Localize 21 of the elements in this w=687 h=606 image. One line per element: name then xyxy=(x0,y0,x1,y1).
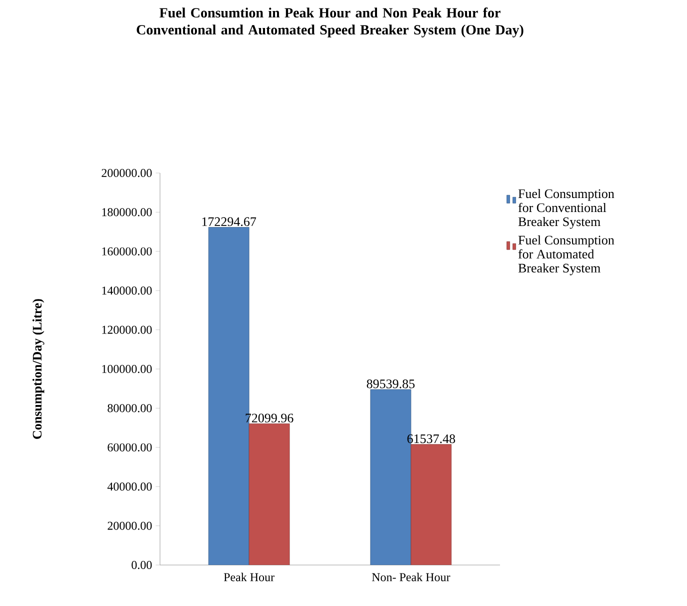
x-tick-label: Non- Peak Hour xyxy=(372,572,450,582)
data-label: 89539.85 xyxy=(366,379,415,388)
legend-label: Fuel Consumption for Conventional Breaker System xyxy=(518,188,614,229)
chart-title: Fuel Consumtion in Peak Hour and Non Peak Hour for Conventional and Automated Speed Breaker System (One Day) xyxy=(136,8,524,38)
y-tick-label: 20000.00 xyxy=(108,522,152,530)
y-tick-label: 80000.00 xyxy=(108,404,152,412)
y-tick-label: 120000.00 xyxy=(102,326,152,334)
bar xyxy=(410,444,452,565)
y-tick-label: 40000.00 xyxy=(107,482,152,491)
y-tick-label: 140000.00 xyxy=(102,286,152,295)
legend-label: Fuel Consumption for Automated Breaker System xyxy=(518,235,614,276)
y-tick-label: 60000.00 xyxy=(108,443,152,452)
y-axis-title: Consumption/Day (Litre) xyxy=(32,299,44,439)
x-tick-label: Peak Hour xyxy=(224,572,274,582)
data-label: 172294.67 xyxy=(202,217,256,226)
y-tick-label: 160000.00 xyxy=(102,247,152,256)
y-tick-label: 180000.00 xyxy=(102,208,152,216)
y-tick-label: 200000.00 xyxy=(102,168,152,178)
bar xyxy=(248,423,290,565)
y-tick-label: 100000.00 xyxy=(102,364,152,374)
y-tick-label: 0.00 xyxy=(132,560,152,570)
